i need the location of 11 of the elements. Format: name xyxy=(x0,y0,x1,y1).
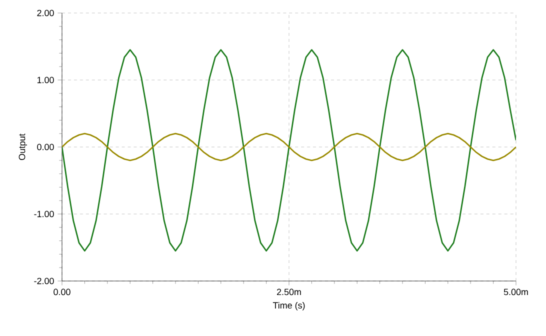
y-tick-label: 2.00 xyxy=(37,10,54,16)
y-tick-label: 1.00 xyxy=(37,76,54,84)
x-tick-label: 2.50m xyxy=(276,288,301,296)
y-tick-label: 0.00 xyxy=(37,144,54,150)
x-tick-label: 5.00m xyxy=(504,288,528,296)
y-tick-label: -1.00 xyxy=(34,210,54,218)
x-axis-title: Time (s) xyxy=(272,302,305,310)
line-series xyxy=(62,49,516,252)
x-tick-label: 0.00 xyxy=(54,288,70,296)
y-tick-label: -2.00 xyxy=(34,278,54,284)
y-axis-title: Output xyxy=(18,134,27,160)
